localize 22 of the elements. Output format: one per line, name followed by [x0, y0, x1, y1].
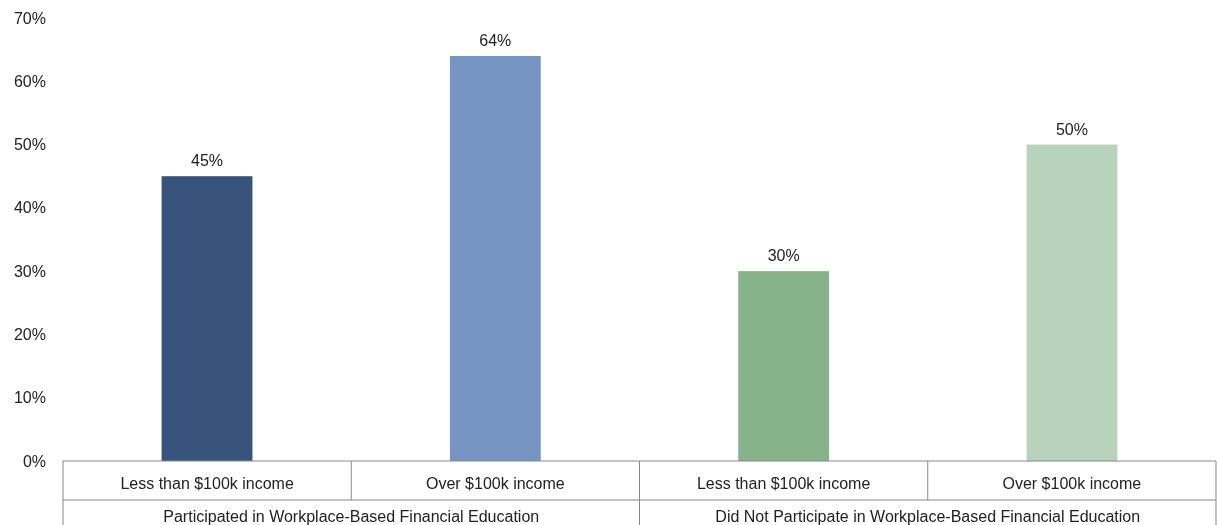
x-tick-label: Less than $100k income [696, 475, 871, 492]
y-tick-label: 20% [13, 326, 46, 344]
y-tick-label: 0% [22, 452, 46, 470]
y-tick-label: 60% [13, 72, 46, 90]
data-label: 64% [479, 31, 512, 49]
bar [449, 55, 541, 461]
y-tick-label: 40% [13, 199, 46, 217]
y-tick-label: 10% [13, 389, 46, 407]
y-tick-label: 50% [13, 136, 46, 154]
bar [1026, 144, 1118, 461]
y-tick-label: 30% [13, 262, 46, 280]
data-label: 50% [1055, 120, 1088, 138]
data-label: 30% [767, 247, 800, 265]
x-tick-label: Over $100k income [426, 475, 565, 492]
x-tick-label: Less than $100k income [120, 475, 294, 492]
bar [738, 271, 830, 461]
data-label: 45% [191, 152, 224, 170]
bar [161, 176, 253, 461]
text: Did Not Participate in Workplace-Based Financial Education [715, 508, 1141, 525]
y-tick-label: 70% [13, 9, 46, 27]
x-tick-label: Over $100k income [1002, 475, 1142, 492]
text: Participated in Workplace-Based Financial Education [163, 508, 540, 525]
